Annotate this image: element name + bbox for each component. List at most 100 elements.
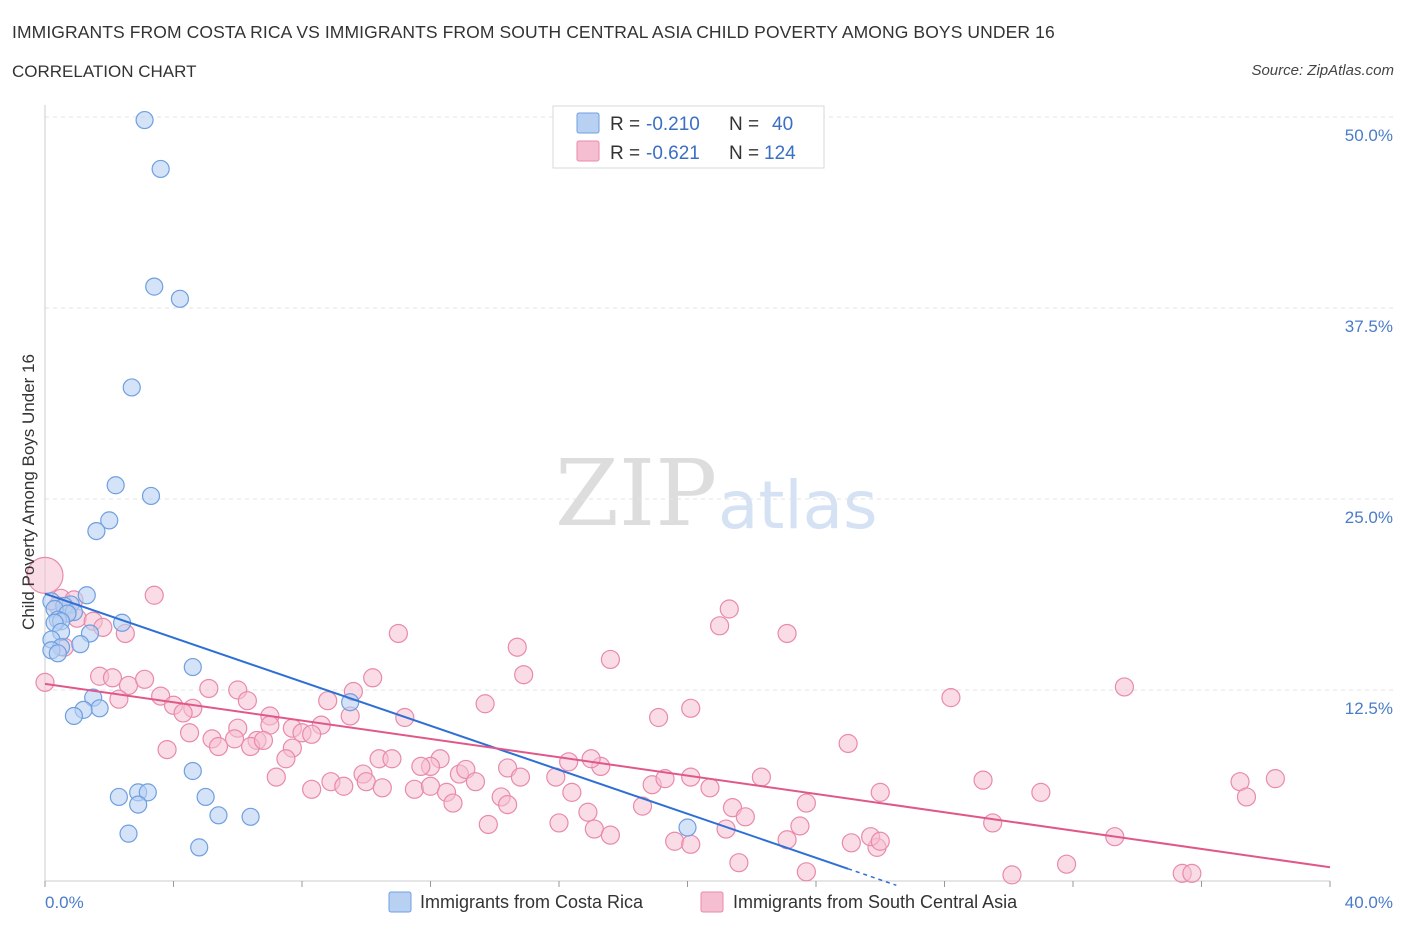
y-tick-label-3: 50.0% bbox=[1345, 126, 1393, 145]
pink-point-37 bbox=[475, 694, 495, 714]
pink-point-42 bbox=[179, 723, 200, 743]
pink-point-76 bbox=[404, 779, 425, 799]
pink-point-113 bbox=[841, 833, 861, 853]
tick-labels: 12.5% 25.0% 37.5% 50.0% 0.0% 40.0% bbox=[45, 126, 1393, 912]
blue-point-6 bbox=[141, 486, 161, 506]
pink-point-41 bbox=[1114, 677, 1135, 697]
blue-point-41 bbox=[119, 824, 138, 843]
pink-point-92 bbox=[1031, 782, 1051, 802]
pink-point-120 bbox=[1056, 854, 1077, 874]
blue-point-37 bbox=[196, 787, 215, 807]
pink-point-90 bbox=[870, 782, 890, 802]
pink-point-80 bbox=[266, 767, 286, 787]
pink-point-97 bbox=[498, 794, 518, 815]
legend-n-value-blue: 40 bbox=[772, 114, 793, 135]
pink-point-60 bbox=[382, 749, 402, 769]
trend-line-costa-rica bbox=[44, 592, 849, 870]
blue-point-2 bbox=[145, 277, 164, 296]
legend-r-label-pink: R = bbox=[610, 143, 640, 164]
bottom-legend-swatch-pink bbox=[700, 891, 724, 913]
pink-point-96 bbox=[443, 793, 463, 813]
bottom-legend: Immigrants from Costa Rica Immigrants fr… bbox=[388, 891, 1018, 913]
pink-point-103 bbox=[478, 814, 498, 835]
pink-point-106 bbox=[735, 807, 755, 827]
pink-point-110 bbox=[665, 831, 685, 851]
pink-point-23 bbox=[199, 678, 219, 699]
blue-point-26 bbox=[71, 635, 90, 654]
pink-point-95 bbox=[1236, 787, 1257, 807]
pink-point-98 bbox=[578, 802, 598, 822]
pink-point-13 bbox=[600, 649, 621, 670]
pink-point-75 bbox=[372, 778, 392, 798]
pink-point-118 bbox=[729, 853, 749, 873]
pink-point-57 bbox=[253, 730, 274, 751]
pink-point-11 bbox=[388, 623, 408, 644]
pink-point-16 bbox=[777, 623, 797, 644]
pink-point-38 bbox=[648, 707, 669, 728]
blue-point-42 bbox=[190, 838, 209, 857]
blue-point-8 bbox=[87, 521, 106, 541]
x-tick-label-1: 40.0% bbox=[1345, 893, 1393, 912]
legend-n-label-pink: N = bbox=[729, 143, 759, 164]
pink-point-30 bbox=[237, 691, 257, 711]
blue-point-29 bbox=[90, 699, 109, 718]
pink-point-99 bbox=[632, 796, 653, 816]
pink-point-104 bbox=[584, 819, 604, 839]
pink-point-88 bbox=[700, 778, 720, 798]
y-tick-label-0: 12.5% bbox=[1345, 699, 1393, 718]
legend-n-value-pink: 124 bbox=[764, 143, 796, 164]
blue-point-35 bbox=[138, 783, 157, 802]
y-tick-label-2: 37.5% bbox=[1345, 317, 1393, 336]
pink-point-14 bbox=[710, 616, 730, 636]
legend-r-value-pink: -0.621 bbox=[646, 143, 700, 164]
bottom-legend-label-pink: Immigrants from South Central Asia bbox=[733, 892, 1018, 912]
pink-point-22 bbox=[514, 665, 534, 685]
grid-lines bbox=[45, 116, 1395, 691]
pink-point-0 bbox=[26, 556, 64, 595]
pink-point-39 bbox=[681, 698, 701, 718]
blue-point-7 bbox=[100, 511, 119, 530]
pink-point-109 bbox=[600, 825, 621, 845]
blue-point-4 bbox=[122, 378, 141, 397]
pink-point-52 bbox=[208, 736, 229, 757]
blue-point-40 bbox=[241, 807, 260, 826]
legend-swatch-blue bbox=[576, 112, 600, 134]
pink-point-58 bbox=[838, 733, 858, 754]
axes bbox=[44, 105, 1331, 887]
blue-point-32 bbox=[341, 693, 360, 712]
pink-point-49 bbox=[302, 724, 322, 744]
y-tick-label-1: 25.0% bbox=[1345, 508, 1393, 527]
chart-subtitle: CORRELATION CHART bbox=[12, 62, 197, 81]
pink-point-50 bbox=[224, 729, 245, 749]
pink-point-84 bbox=[562, 782, 582, 802]
pink-point-121 bbox=[1002, 865, 1022, 885]
pink-point-31 bbox=[318, 691, 338, 711]
pink-point-91 bbox=[973, 770, 993, 790]
pink-point-40 bbox=[941, 688, 961, 708]
blue-point-1 bbox=[151, 159, 170, 179]
blue-point-5 bbox=[106, 476, 125, 495]
blue-point-3 bbox=[170, 289, 190, 308]
y-axis-label: Child Poverty Among Boys Under 16 bbox=[19, 354, 38, 630]
pink-point-12 bbox=[507, 637, 527, 657]
pink-point-107 bbox=[790, 816, 810, 836]
legend-swatch-pink bbox=[576, 140, 600, 162]
x-tick-label-0: 0.0% bbox=[45, 893, 84, 912]
trend-lines bbox=[44, 592, 1331, 886]
pink-point-56 bbox=[276, 749, 296, 769]
pink-point-7 bbox=[144, 585, 164, 605]
blue-point-38 bbox=[129, 795, 148, 814]
pink-point-108 bbox=[983, 813, 1003, 833]
blue-point-39 bbox=[209, 806, 228, 825]
pink-point-20 bbox=[134, 669, 155, 689]
pink-point-78 bbox=[465, 772, 486, 792]
blue-point-27 bbox=[183, 657, 202, 677]
watermark: ZIP atlas bbox=[555, 440, 878, 547]
pink-point-21 bbox=[363, 668, 383, 688]
legend-r-value-blue: -0.210 bbox=[646, 114, 700, 135]
blue-point-9 bbox=[77, 586, 96, 605]
blue-point-36 bbox=[109, 787, 128, 807]
bottom-legend-swatch-blue bbox=[388, 891, 412, 913]
pink-point-15 bbox=[719, 599, 739, 619]
pink-point-111 bbox=[681, 834, 701, 854]
